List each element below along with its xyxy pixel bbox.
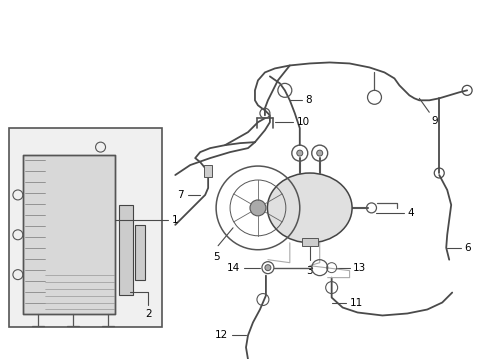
Text: 2: 2 xyxy=(145,310,151,319)
Text: 9: 9 xyxy=(430,116,437,126)
Bar xyxy=(203,165,212,177)
Circle shape xyxy=(316,150,322,156)
Text: 7: 7 xyxy=(176,190,183,200)
Circle shape xyxy=(264,265,270,271)
Text: 10: 10 xyxy=(296,117,309,127)
Bar xyxy=(301,238,317,246)
Bar xyxy=(119,205,133,294)
Bar xyxy=(135,225,145,280)
Text: 14: 14 xyxy=(226,263,240,273)
Text: 11: 11 xyxy=(349,297,362,307)
Bar xyxy=(23,155,115,315)
Text: 6: 6 xyxy=(463,243,470,253)
Text: 8: 8 xyxy=(304,95,311,105)
Text: 4: 4 xyxy=(407,208,413,218)
Circle shape xyxy=(249,200,265,216)
Text: 1: 1 xyxy=(172,215,179,225)
Text: 3: 3 xyxy=(306,266,312,276)
Ellipse shape xyxy=(267,173,351,243)
Circle shape xyxy=(296,150,302,156)
Text: 12: 12 xyxy=(214,330,227,341)
Bar xyxy=(9,128,162,328)
Text: 5: 5 xyxy=(212,252,219,262)
Text: 13: 13 xyxy=(352,263,365,273)
